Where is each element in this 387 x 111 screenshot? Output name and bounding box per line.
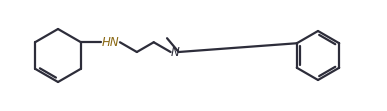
Text: N: N [171, 46, 180, 58]
Text: HN: HN [101, 36, 119, 49]
